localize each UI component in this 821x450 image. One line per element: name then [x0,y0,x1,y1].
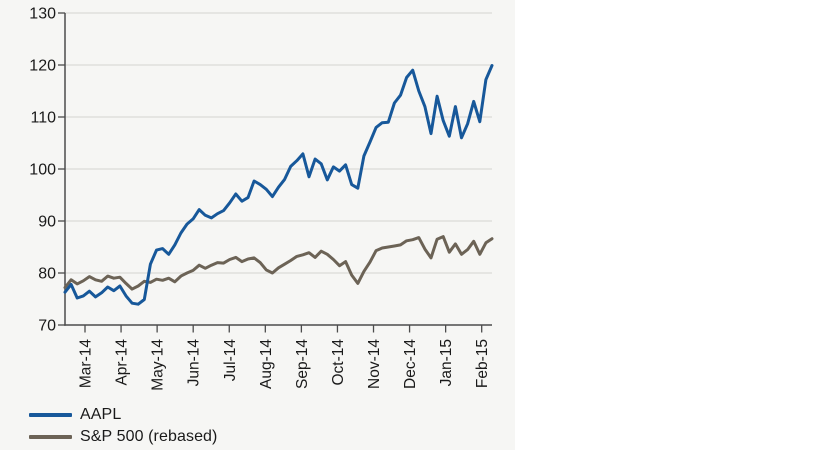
x-axis-label: Jul-14 [222,339,239,382]
x-axis-label: Nov-14 [366,339,383,389]
x-axis-label: Sep-14 [294,339,311,389]
x-axis-label: Jan-15 [438,339,455,386]
x-axis-label: May-14 [150,339,167,391]
y-axis-label: 120 [29,58,56,75]
y-axis-label: 130 [29,6,56,23]
chart-panel-background [0,0,515,450]
series-line-sp500 [63,235,494,291]
y-axis-label: 90 [38,214,56,231]
y-axis-label: 100 [29,162,56,179]
series-line-aapl [63,64,494,306]
x-axis-label: Oct-14 [330,339,347,386]
y-axis-label: 80 [38,266,56,283]
aapl-line-swatch [29,413,72,417]
y-axis-label: 70 [38,318,56,335]
sp500-legend-label: S&P 500 (rebased) [80,428,218,445]
legend: AAPL S&P 500 (rebased) [29,404,218,448]
y-axis-label: 110 [30,110,56,127]
legend-item-aapl: AAPL [29,404,218,426]
legend-item-sp500: S&P 500 (rebased) [29,426,218,448]
sp500-line-swatch [29,435,72,439]
x-axis-label: Feb-15 [474,339,491,388]
x-axis-label: Apr-14 [114,339,131,386]
aapl-legend-label: AAPL [80,406,122,423]
x-axis-label: Jun-14 [186,339,203,387]
x-axis-label: Dec-14 [402,339,419,389]
x-axis-label: Aug-14 [258,339,275,389]
x-axis-label: Mar-14 [78,339,95,388]
